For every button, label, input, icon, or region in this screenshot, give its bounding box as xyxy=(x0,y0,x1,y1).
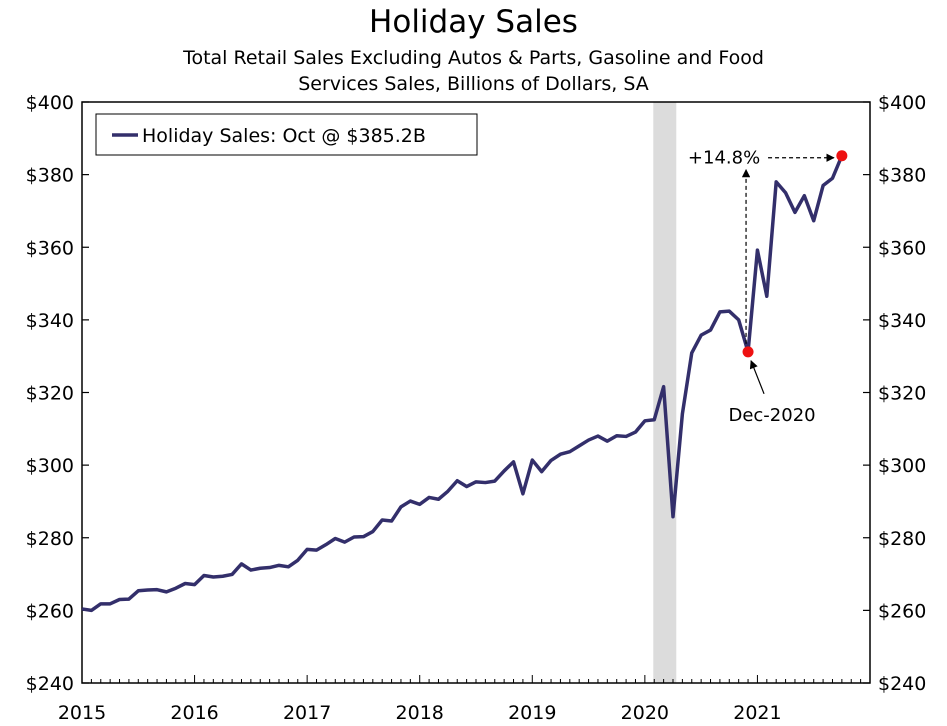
y-tick-label-right: $340 xyxy=(878,310,926,332)
chart-subtitle-line-1: Total Retail Sales Excluding Autos & Par… xyxy=(183,47,764,69)
y-tick-label-left: $400 xyxy=(26,92,74,114)
x-tick-label: 2021 xyxy=(733,702,781,724)
y-tick-label-left: $240 xyxy=(26,673,74,695)
y-tick-label-right: $260 xyxy=(878,600,926,622)
series-line-holiday-sales xyxy=(81,155,844,613)
x-tick-label: 2016 xyxy=(170,702,218,724)
y-tick-label-left: $280 xyxy=(26,528,74,550)
legend: Holiday Sales: Oct @ $385.2B xyxy=(95,113,478,156)
y-tick-label-right: $240 xyxy=(878,673,926,695)
y-tick-label-right: $300 xyxy=(878,455,926,477)
x-tick-label: 2017 xyxy=(283,702,331,724)
right-y-axis: $240 $260 $280 $300 $320 $340 $360 $380 $400 xyxy=(863,92,926,695)
y-tick-label-left: $380 xyxy=(26,165,74,187)
y-tick-label-right: $320 xyxy=(878,383,926,405)
x-tick-label: 2019 xyxy=(508,702,556,724)
x-tick-label: 2018 xyxy=(396,702,444,724)
x-tick-label: 2020 xyxy=(621,702,669,724)
y-tick-label-left: $340 xyxy=(26,310,74,332)
y-tick-label-right: $380 xyxy=(878,165,926,187)
plot-area-frame xyxy=(81,101,871,684)
change-percent-label: +14.8% xyxy=(688,148,760,169)
legend-box xyxy=(95,113,478,156)
chart-subtitle-line-2: Services Sales, Billions of Dollars, SA xyxy=(298,73,649,95)
left-y-axis: $240 $260 $280 $300 $320 $340 $360 $380 $400 xyxy=(26,92,89,695)
y-tick-label-right: $400 xyxy=(878,92,926,114)
dec-2020-label: Dec-2020 xyxy=(728,405,815,426)
chart-title: Holiday Sales xyxy=(369,4,578,40)
highlight-point-dec-2020 xyxy=(742,346,754,358)
y-tick-label-left: $360 xyxy=(26,237,74,259)
y-tick-label-left: $300 xyxy=(26,455,74,477)
y-tick-label-left: $320 xyxy=(26,383,74,405)
annotation-layer: +14.8% Dec-2020 xyxy=(688,148,835,426)
x-axis: 2015 2016 2017 2018 2019 2020 2021 xyxy=(58,675,871,724)
dec-2020-pointer-arrow xyxy=(749,360,765,395)
y-tick-label-right: $360 xyxy=(878,237,926,259)
highlight-points xyxy=(742,150,848,358)
y-tick-label-right: $280 xyxy=(878,528,926,550)
x-tick-label: 2015 xyxy=(58,702,106,724)
legend-label: Holiday Sales: Oct @ $385.2B xyxy=(142,125,426,147)
highlight-point-oct-2021 xyxy=(836,150,848,162)
y-tick-label-left: $260 xyxy=(26,600,74,622)
